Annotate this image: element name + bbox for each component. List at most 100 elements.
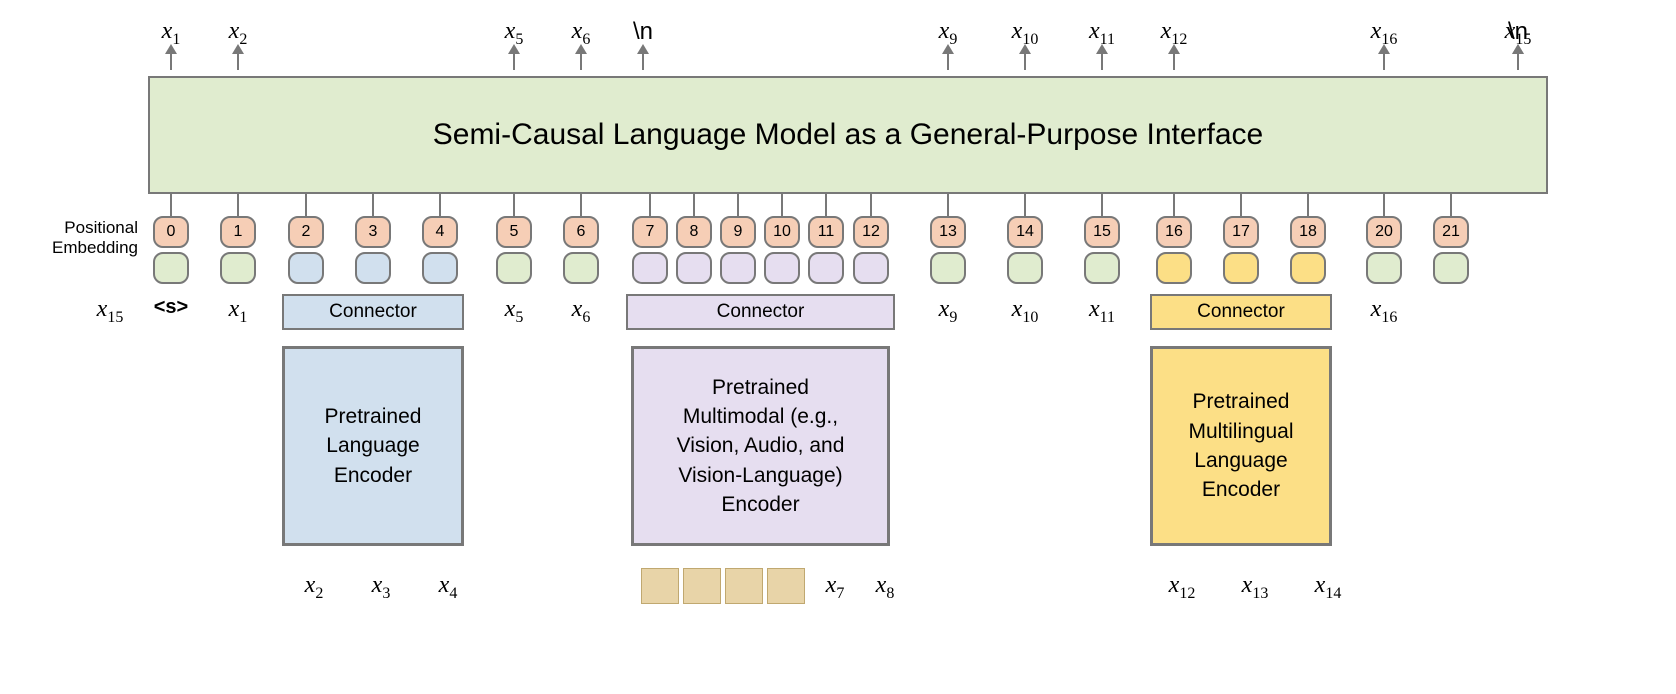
output-arrow (513, 52, 515, 70)
position-pill: 14 (1007, 216, 1043, 248)
stem-line (439, 194, 441, 216)
embedding-pill (288, 252, 324, 284)
stem-line (1173, 194, 1175, 216)
input-token-label: x1 (216, 296, 260, 327)
stem-line (237, 194, 239, 216)
embedding-pill (1223, 252, 1259, 284)
position-pill: 2 (288, 216, 324, 248)
output-token: \n (1498, 18, 1538, 46)
stem-line (947, 194, 949, 216)
position-pill: 0 (153, 216, 189, 248)
position-pill: 6 (563, 216, 599, 248)
encoder-box: PretrainedLanguageEncoder (282, 346, 464, 546)
image-thumbnail (641, 568, 679, 604)
connector-box: Connector (1150, 294, 1332, 330)
embedding-pill (764, 252, 800, 284)
stem-line (825, 194, 827, 216)
stem-line (372, 194, 374, 216)
stem-line (170, 194, 172, 216)
stem-line (580, 194, 582, 216)
image-thumbnail (767, 568, 805, 604)
input-token-label: x5 (492, 296, 536, 327)
output-arrow (1517, 52, 1519, 70)
encoder-input-token: x8 (863, 572, 907, 603)
embedding-pill (220, 252, 256, 284)
input-token-label: x9 (926, 296, 970, 327)
stem-line (1307, 194, 1309, 216)
connector-box: Connector (282, 294, 464, 330)
encoder-box: PretrainedMultimodal (e.g.,Vision, Audio… (631, 346, 890, 546)
position-pill: 12 (853, 216, 889, 248)
embedding-pill (496, 252, 532, 284)
input-token-label: x11 (1080, 296, 1124, 327)
encoder-box: PretrainedMultilingualLanguageEncoder (1150, 346, 1332, 546)
position-pill: 8 (676, 216, 712, 248)
position-pill: 7 (632, 216, 668, 248)
stem-line (1101, 194, 1103, 216)
input-token-label: x16 (1362, 296, 1406, 327)
output-arrow (947, 52, 949, 70)
output-arrow (1383, 52, 1385, 70)
stem-line (305, 194, 307, 216)
output-arrow (1024, 52, 1026, 70)
embedding-pill (1433, 252, 1469, 284)
input-token-label: <s> (149, 296, 193, 319)
position-pill: 20 (1366, 216, 1402, 248)
input-token-label: x6 (559, 296, 603, 327)
stem-line (737, 194, 739, 216)
position-pill: 15 (1084, 216, 1120, 248)
embedding-pill (1007, 252, 1043, 284)
position-pill: 13 (930, 216, 966, 248)
embedding-pill (1290, 252, 1326, 284)
encoder-input-token: x12 (1160, 572, 1204, 603)
position-pill: 16 (1156, 216, 1192, 248)
position-pill: 5 (496, 216, 532, 248)
position-pill: 1 (220, 216, 256, 248)
embedding-pill (930, 252, 966, 284)
input-token-label: x15 (88, 296, 132, 327)
stem-line (649, 194, 651, 216)
embedding-pill (720, 252, 756, 284)
output-arrow (1173, 52, 1175, 70)
stem-line (1240, 194, 1242, 216)
encoder-input-token: x3 (359, 572, 403, 603)
embedding-pill (632, 252, 668, 284)
output-token: \n (623, 18, 663, 46)
embedding-pill (1084, 252, 1120, 284)
encoder-input-token: x2 (292, 572, 336, 603)
positional-embedding-label: PositionalEmbedding (8, 218, 138, 259)
position-pill: 4 (422, 216, 458, 248)
main-model-box: Semi-Causal Language Model as a General-… (148, 76, 1548, 194)
output-arrow (170, 52, 172, 70)
stem-line (1450, 194, 1452, 216)
encoder-input-token: x14 (1306, 572, 1350, 603)
output-arrow (642, 52, 644, 70)
position-pill: 17 (1223, 216, 1259, 248)
output-arrow (237, 52, 239, 70)
encoder-input-token: x13 (1233, 572, 1277, 603)
stem-line (870, 194, 872, 216)
connector-box: Connector (626, 294, 895, 330)
image-thumbnail (683, 568, 721, 604)
embedding-pill (853, 252, 889, 284)
output-arrow (1101, 52, 1103, 70)
image-thumbnail (725, 568, 763, 604)
position-pill: 3 (355, 216, 391, 248)
position-pill: 18 (1290, 216, 1326, 248)
stem-line (1024, 194, 1026, 216)
embedding-pill (1156, 252, 1192, 284)
embedding-pill (355, 252, 391, 284)
embedding-pill (676, 252, 712, 284)
stem-line (781, 194, 783, 216)
output-arrow (580, 52, 582, 70)
diagram-root: x1 x2 x5 x6 \n x9 x10 x11 x12 x15 x16 \n Semi-Causal… (88, 0, 1618, 694)
embedding-pill (1366, 252, 1402, 284)
position-pill: 11 (808, 216, 844, 248)
encoder-input-token: x4 (426, 572, 470, 603)
position-pill: 9 (720, 216, 756, 248)
input-token-label: x10 (1003, 296, 1047, 327)
embedding-pill (563, 252, 599, 284)
stem-line (1383, 194, 1385, 216)
position-pill: 10 (764, 216, 800, 248)
embedding-pill (422, 252, 458, 284)
